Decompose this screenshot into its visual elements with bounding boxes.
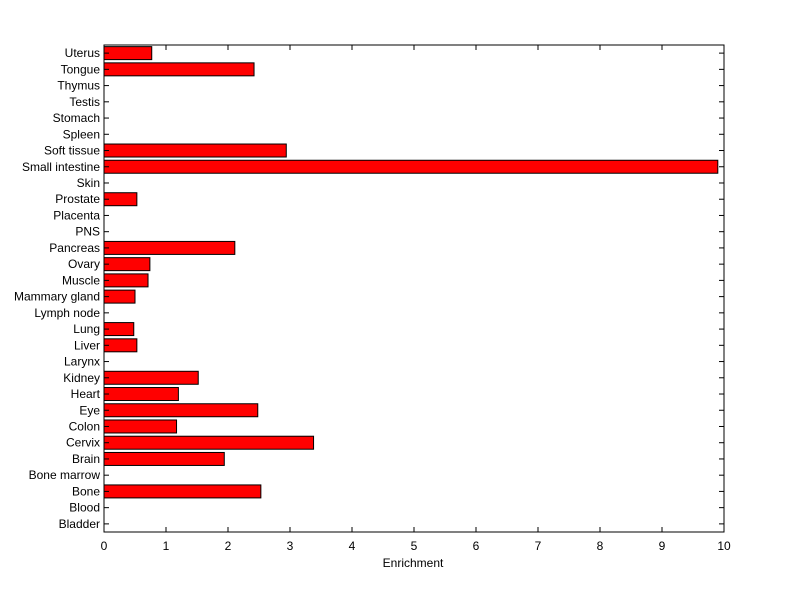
y-tick-label: Bladder [59,517,100,531]
y-tick-label: Liver [74,338,100,352]
y-tick-label: Tongue [61,62,101,76]
y-tick-label: PNS [75,225,100,239]
y-tick-label: Mammary gland [14,290,100,304]
x-tick-label: 2 [225,539,232,553]
y-tick-label: Prostate [55,192,100,206]
y-tick-label: Thymus [57,79,100,93]
y-tick-label: Lung [73,322,100,336]
y-tick-label: Testis [69,95,100,109]
y-tick-label: Eye [79,403,100,417]
bar [103,484,262,499]
bar [103,435,315,450]
y-tick-label: Small intestine [22,160,100,174]
y-tick-label: Kidney [63,371,100,385]
y-tick-label: Soft tissue [44,144,100,158]
y-tick-label: Placenta [53,208,100,222]
x-tick-label: 5 [411,539,418,553]
bar [103,370,199,385]
y-tick-label: Muscle [62,273,100,287]
y-tick-label: Blood [69,501,100,515]
bar [103,159,719,174]
y-tick-label: Bone marrow [29,468,101,482]
bar [103,62,255,77]
x-tick-label: 4 [349,539,356,553]
y-tick-label: Skin [77,176,100,190]
y-tick-label: Brain [72,452,100,466]
x-tick-label: 8 [597,539,604,553]
y-tick-label: Bone [72,484,100,498]
bar [103,46,153,61]
y-tick-label: Ovary [68,257,100,271]
y-tick-label: Spleen [63,127,100,141]
bar [103,273,149,288]
bar [103,387,179,402]
x-tick-label: 0 [101,539,108,553]
x-tick-label: 3 [287,539,294,553]
x-tick-label: 10 [717,539,731,553]
bar [103,257,151,272]
x-axis-label: Enrichment [383,556,444,570]
x-tick-label: 7 [535,539,542,553]
bar [103,451,225,466]
y-tick-label: Stomach [53,111,100,125]
x-tick-label: 9 [659,539,666,553]
plot-frame [103,44,725,533]
y-axis-ticks: Uterus Tongue Thymus Testis Stomach Spleen Sof… [14,46,724,531]
y-tick-label: Uterus [65,46,100,60]
x-tick-label: 1 [163,539,170,553]
plot-area [104,45,724,532]
y-tick-label: Lymph node [34,306,100,320]
bar [103,240,236,255]
y-tick-label: Colon [69,419,100,433]
y-tick-label: Heart [71,387,101,401]
y-tick-label: Cervix [66,436,100,450]
y-tick-label: Pancreas [49,241,100,255]
bar [103,143,287,158]
x-tick-label: 6 [473,539,480,553]
x-axis-ticks: 0 1 2 3 4 5 6 7 8 9 10 [101,45,731,553]
y-tick-label: Larynx [64,355,100,369]
bar [103,403,259,418]
bar [103,419,178,434]
